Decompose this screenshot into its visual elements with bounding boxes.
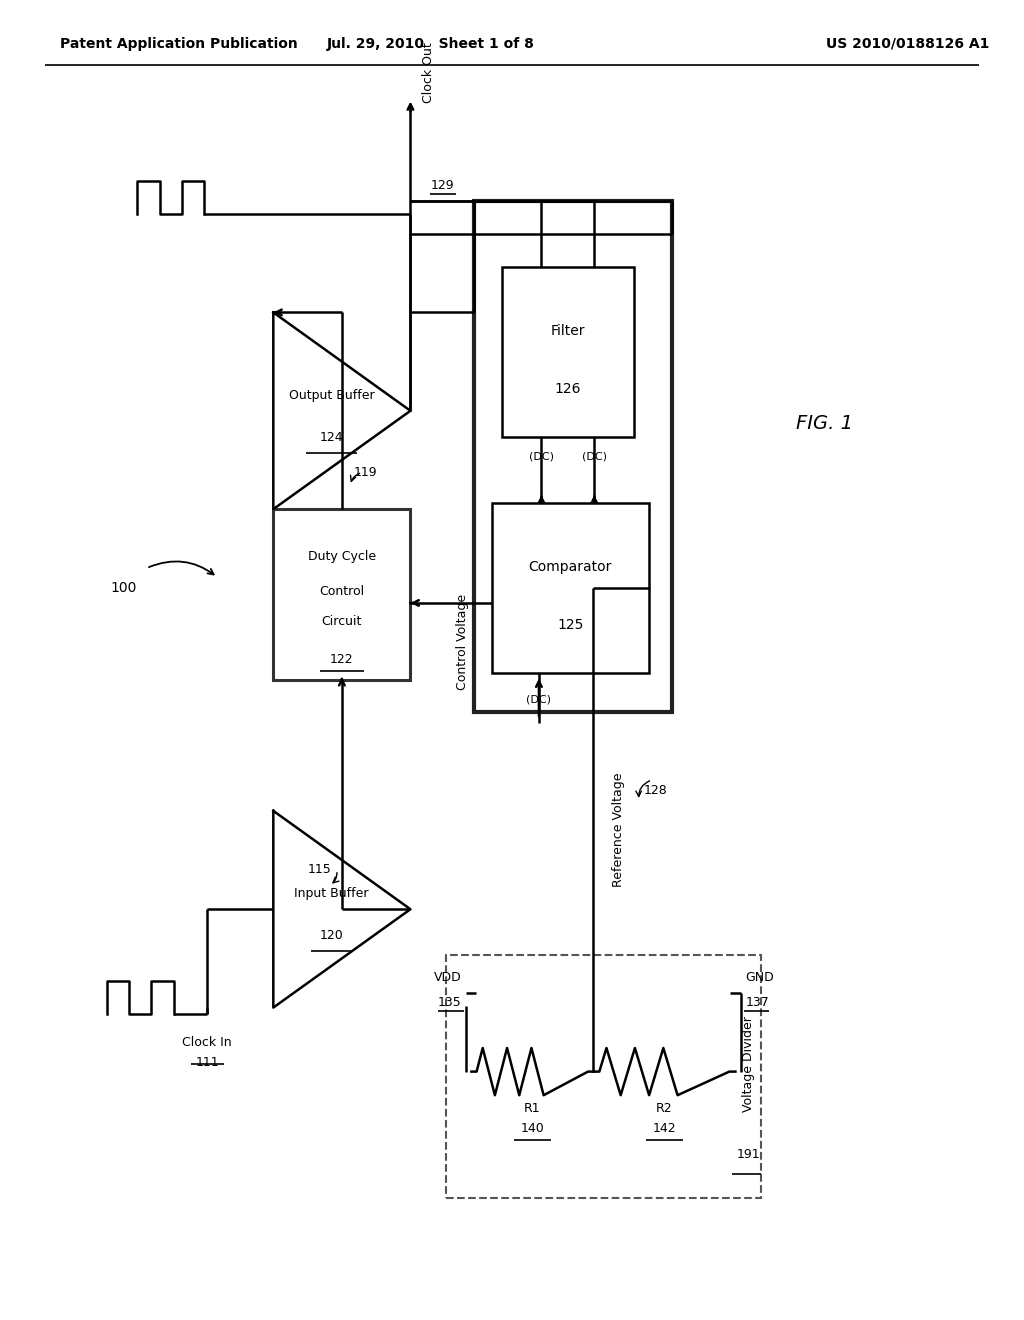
Bar <box>273 510 411 680</box>
Text: 135: 135 <box>437 995 461 1008</box>
Text: 132: 132 <box>504 610 527 623</box>
Text: US 2010/0188126 A1: US 2010/0188126 A1 <box>826 37 990 51</box>
Text: GND: GND <box>745 970 774 983</box>
Text: 125: 125 <box>557 618 584 632</box>
Text: 100: 100 <box>111 581 137 595</box>
Text: 124: 124 <box>319 430 343 444</box>
Text: Output Buffer: Output Buffer <box>289 388 375 401</box>
Polygon shape <box>273 810 411 1007</box>
Text: Clock In: Clock In <box>182 1036 232 1049</box>
Text: Jul. 29, 2010   Sheet 1 of 8: Jul. 29, 2010 Sheet 1 of 8 <box>327 37 535 51</box>
Text: 128: 128 <box>644 784 668 797</box>
Text: Input Buffer: Input Buffer <box>295 887 369 900</box>
Polygon shape <box>273 313 411 510</box>
Bar <box>502 267 634 437</box>
Text: 140: 140 <box>520 1122 544 1134</box>
Bar <box>446 956 761 1197</box>
Bar <box>474 201 673 713</box>
Text: 111: 111 <box>196 1056 219 1069</box>
Text: Reference Voltage: Reference Voltage <box>611 772 625 887</box>
Text: FIG. 1: FIG. 1 <box>797 414 853 433</box>
Text: Duty Cycle: Duty Cycle <box>308 550 376 564</box>
Text: Clock Out: Clock Out <box>422 42 435 103</box>
Text: Comparator: Comparator <box>528 561 612 574</box>
Bar <box>492 503 649 673</box>
Text: (DC): (DC) <box>582 451 607 462</box>
Text: VDD: VDD <box>433 970 461 983</box>
Text: 122: 122 <box>330 652 353 665</box>
Text: 120: 120 <box>319 929 344 942</box>
Text: Control Voltage: Control Voltage <box>456 594 469 690</box>
Text: Filter: Filter <box>551 325 585 338</box>
Text: Voltage Divider: Voltage Divider <box>742 1016 755 1113</box>
Text: R1: R1 <box>524 1102 541 1115</box>
Text: 126: 126 <box>555 383 581 396</box>
Text: R2: R2 <box>656 1102 673 1115</box>
Text: Patent Application Publication: Patent Application Publication <box>60 37 298 51</box>
Text: (DC): (DC) <box>529 451 554 462</box>
Text: 129: 129 <box>431 178 455 191</box>
Text: (DC): (DC) <box>526 694 551 705</box>
Text: Control: Control <box>319 585 365 598</box>
Text: 119: 119 <box>354 466 378 479</box>
Text: 115: 115 <box>307 863 332 876</box>
Text: 137: 137 <box>745 995 769 1008</box>
Text: 142: 142 <box>652 1122 676 1134</box>
Text: Circuit: Circuit <box>322 615 362 628</box>
Text: 191: 191 <box>737 1147 761 1160</box>
